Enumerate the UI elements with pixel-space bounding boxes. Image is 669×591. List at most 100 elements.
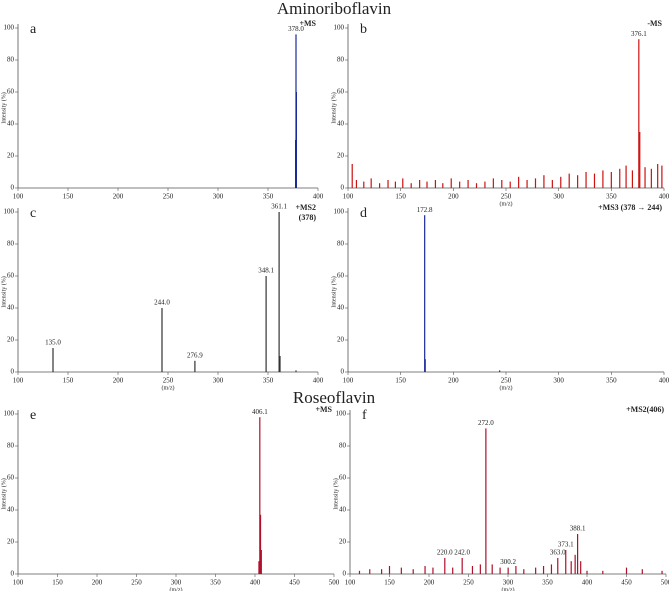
panel-label: b bbox=[360, 22, 367, 37]
y-tick-label: 60 bbox=[7, 272, 15, 280]
peak-label: 300.2 bbox=[500, 558, 516, 566]
peak bbox=[507, 567, 509, 574]
x-tick-label: 500 bbox=[661, 579, 669, 587]
x-tick-label: 150 bbox=[63, 377, 74, 385]
peak bbox=[661, 570, 663, 574]
peak-label: 242.0 bbox=[454, 549, 470, 557]
peak bbox=[479, 564, 481, 574]
peak bbox=[638, 39, 640, 189]
peak-label: 348.1 bbox=[258, 267, 274, 275]
x-tick-label: 250 bbox=[131, 579, 142, 587]
peak-label: 220.0 bbox=[437, 549, 453, 557]
peak bbox=[450, 178, 452, 188]
peak bbox=[492, 178, 494, 188]
peak bbox=[557, 558, 559, 574]
peak bbox=[467, 180, 469, 188]
peak-label: 373.1 bbox=[558, 541, 574, 549]
x-tick-label: 200 bbox=[113, 377, 124, 385]
x-tick-label: 100 bbox=[13, 377, 24, 385]
peak bbox=[523, 569, 525, 574]
y-axis-label: Intensity (%) bbox=[0, 478, 7, 510]
y-tick-label: 20 bbox=[7, 152, 15, 160]
peak bbox=[475, 183, 478, 188]
y-tick-label: 100 bbox=[4, 410, 15, 418]
peak bbox=[369, 569, 371, 574]
y-tick-label: 0 bbox=[11, 184, 15, 192]
y-tick-label: 60 bbox=[337, 272, 345, 280]
peak bbox=[424, 215, 426, 372]
peak bbox=[265, 276, 267, 372]
peak bbox=[586, 570, 588, 574]
peak bbox=[499, 567, 501, 574]
peak-label: 244.0 bbox=[154, 299, 170, 307]
peak bbox=[461, 558, 463, 574]
peak bbox=[278, 212, 280, 372]
x-tick-label: 300 bbox=[503, 579, 514, 587]
x-tick-label: 350 bbox=[606, 193, 617, 201]
x-tick-label: 300 bbox=[553, 193, 564, 201]
x-tick-label: 250 bbox=[501, 193, 512, 201]
peak bbox=[484, 181, 486, 188]
peak bbox=[432, 567, 434, 574]
peak bbox=[410, 183, 412, 188]
peak bbox=[351, 164, 353, 188]
section-heading: Aminoriboflavin bbox=[277, 0, 392, 18]
x-tick-label: 150 bbox=[395, 193, 406, 201]
peak bbox=[471, 566, 474, 574]
peak bbox=[402, 178, 404, 188]
x-axis-label: (m/z) bbox=[162, 384, 175, 391]
y-tick-label: 0 bbox=[343, 570, 347, 578]
peak bbox=[363, 181, 365, 188]
peak bbox=[543, 175, 545, 188]
x-tick-label: 350 bbox=[263, 377, 274, 385]
x-tick-label: 500 bbox=[329, 579, 340, 587]
peak bbox=[434, 180, 437, 188]
panel-label: c bbox=[30, 206, 36, 221]
peak bbox=[625, 567, 628, 574]
peak bbox=[452, 567, 454, 574]
y-tick-label: 80 bbox=[7, 442, 15, 450]
x-tick-label: 400 bbox=[582, 579, 593, 587]
panel-label: e bbox=[30, 408, 36, 423]
peak bbox=[355, 180, 358, 188]
x-tick-label: 100 bbox=[345, 579, 356, 587]
peak bbox=[577, 175, 579, 188]
y-tick-label: 100 bbox=[334, 24, 345, 32]
peak bbox=[657, 164, 659, 188]
x-tick-label: 100 bbox=[13, 579, 24, 587]
x-tick-label: 150 bbox=[63, 193, 74, 201]
peak bbox=[639, 132, 641, 188]
peak bbox=[644, 167, 646, 188]
mode-label: +MS2 bbox=[295, 203, 316, 212]
y-tick-label: 60 bbox=[7, 474, 15, 482]
peak bbox=[518, 176, 520, 188]
mode-label: (378) bbox=[299, 213, 317, 222]
peak bbox=[585, 172, 587, 188]
x-tick-label: 200 bbox=[113, 193, 124, 201]
peak bbox=[358, 570, 361, 574]
x-tick-label: 200 bbox=[448, 377, 459, 385]
peak bbox=[576, 534, 579, 574]
x-tick-label: 250 bbox=[163, 193, 174, 201]
x-tick-label: 450 bbox=[621, 579, 632, 587]
peak bbox=[295, 370, 297, 372]
y-tick-label: 20 bbox=[7, 538, 15, 546]
x-axis-label: (m/z) bbox=[170, 586, 183, 591]
y-tick-label: 40 bbox=[7, 506, 15, 514]
peak bbox=[459, 181, 461, 188]
panel-label: d bbox=[360, 206, 367, 221]
y-axis-label: Intensity (%) bbox=[0, 92, 7, 124]
peak bbox=[641, 569, 643, 574]
x-tick-label: 100 bbox=[13, 193, 24, 201]
y-tick-label: 40 bbox=[7, 120, 15, 128]
y-tick-label: 100 bbox=[4, 208, 15, 216]
peak-label: 172.8 bbox=[417, 206, 433, 214]
peak-label: 376.1 bbox=[631, 30, 647, 38]
peak bbox=[499, 370, 501, 372]
peak bbox=[258, 561, 260, 574]
peak bbox=[602, 170, 604, 188]
peak bbox=[424, 359, 426, 372]
y-axis-label: Intensity (%) bbox=[330, 276, 337, 308]
x-tick-label: 200 bbox=[92, 579, 103, 587]
